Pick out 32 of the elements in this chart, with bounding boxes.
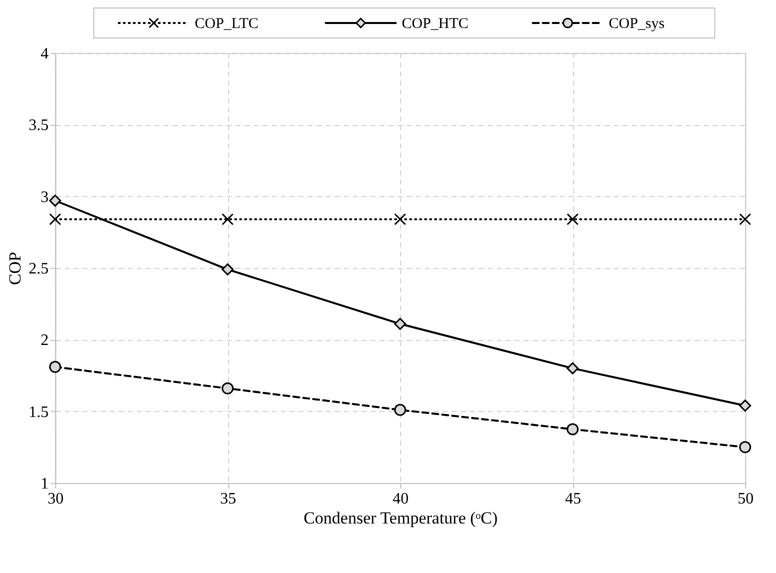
point: [49, 194, 62, 207]
y-axis-title: COP: [6, 252, 25, 286]
point: [739, 441, 752, 454]
point: [222, 263, 234, 276]
legend-label: COP_HTC: [402, 16, 468, 32]
point: [394, 213, 406, 226]
y-tick-label: 1: [40, 476, 49, 492]
y-tick-label: 4: [40, 46, 49, 62]
y-tick-label: 2: [40, 332, 49, 350]
x-axis-title: Condenser Temperature (ᵒC): [304, 508, 498, 528]
point: [49, 360, 62, 373]
point: [49, 213, 62, 226]
point: [222, 382, 234, 394]
point: [222, 213, 234, 226]
point: [394, 404, 406, 416]
point: [739, 213, 752, 226]
y-tick-label: 1.5: [28, 404, 49, 421]
legend-label: COP_sys: [608, 16, 665, 32]
y-tick-label: 3.5: [28, 117, 49, 134]
point: [566, 213, 579, 226]
point: [566, 423, 579, 436]
x-tick-label: 30: [48, 490, 64, 508]
y-tick-label: 2.5: [28, 260, 49, 278]
x-tick-label: 35: [220, 490, 236, 508]
x-tick-label: 50: [738, 490, 754, 508]
point: [739, 400, 752, 412]
x-tick-label: 45: [565, 490, 582, 508]
y-tick-label: 3: [40, 188, 49, 206]
legend-label: COP_LTC: [194, 16, 258, 32]
point: [566, 362, 579, 374]
x-tick-label: 40: [392, 490, 409, 508]
point: [394, 318, 406, 330]
